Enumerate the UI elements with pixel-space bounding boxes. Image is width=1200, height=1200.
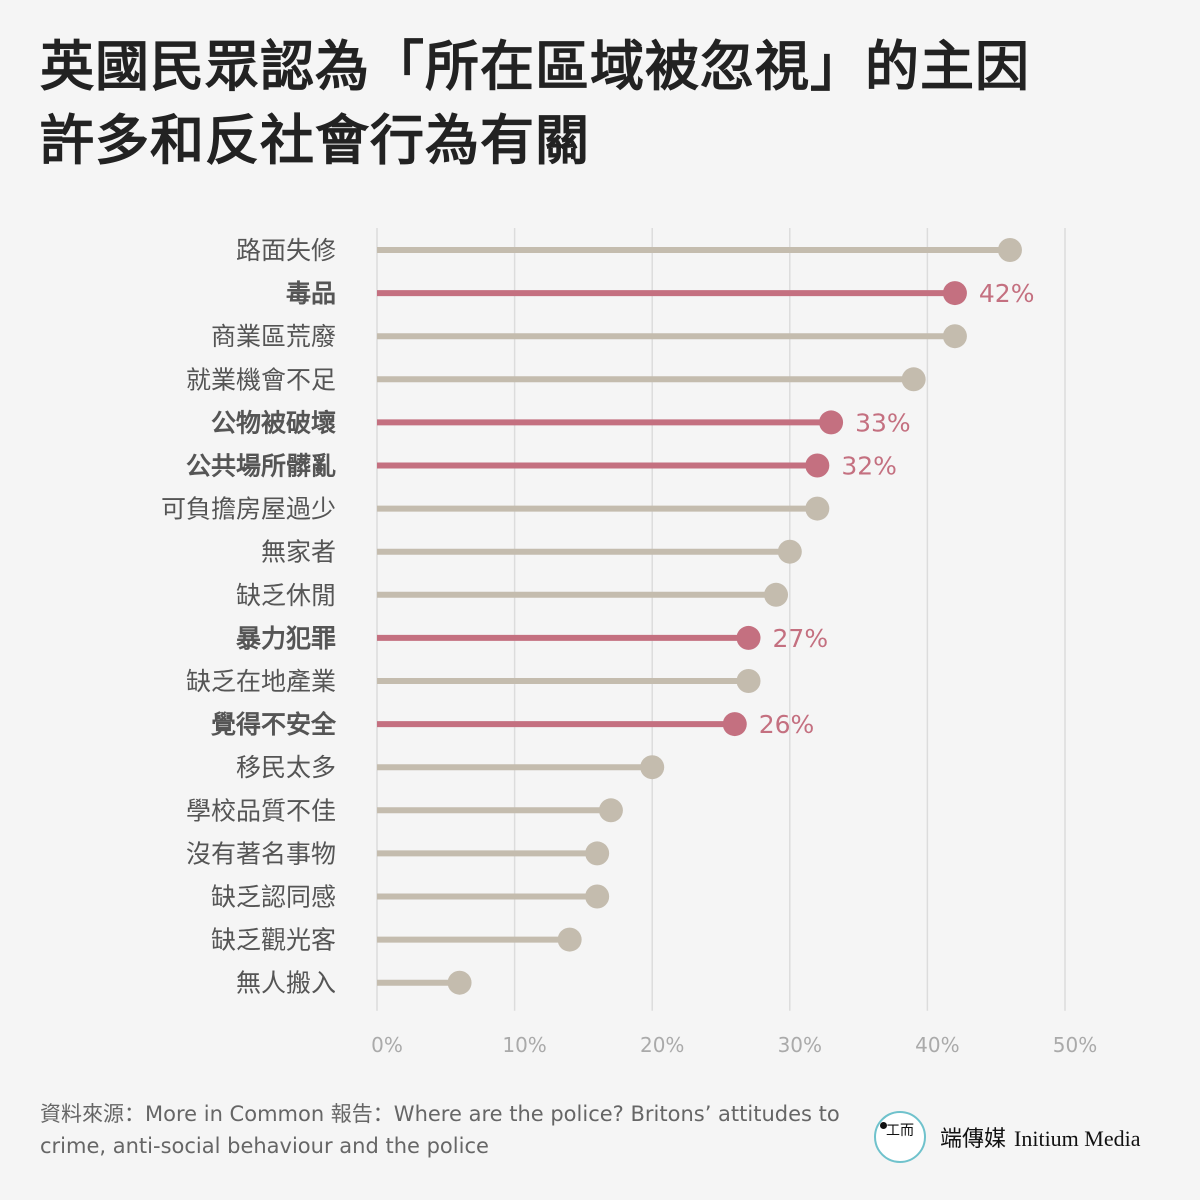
lollipop-dot: [585, 884, 610, 909]
category-label: 公物被破壞: [211, 408, 336, 437]
lollipop-dot: [640, 755, 665, 780]
lollipop-dot: [722, 712, 747, 737]
x-tick-label: 30%: [778, 1033, 822, 1057]
category-label: 暴力犯罪: [236, 624, 336, 653]
brand-name: 端傳媒 Initium Media: [940, 1121, 1141, 1153]
lollipop-dot: [598, 798, 623, 823]
lollipop-dot: [805, 496, 830, 521]
brand[interactable]: 工而 端傳媒 Initium Media: [874, 1108, 1141, 1166]
category-label: 缺乏認同感: [211, 883, 336, 912]
category-label: 缺乏休閒: [236, 581, 336, 610]
value-label: 26%: [759, 710, 815, 739]
brand-name-zh: 端傳媒: [940, 1127, 1007, 1152]
initium-logo-icon: 工而: [874, 1111, 926, 1163]
title-line-2: 許多和反社會行為有關: [40, 109, 590, 172]
category-label: 路面失修: [236, 236, 336, 265]
category-label: 無人搬入: [236, 969, 336, 998]
lollipop-dot: [942, 324, 967, 349]
value-label: 27%: [773, 624, 829, 653]
chart-title: 英國民眾認為「所在區域被忽視」的主因 許多和反社會行為有關: [40, 30, 1160, 178]
category-label: 公共場所髒亂: [186, 452, 336, 481]
category-label: 無家者: [261, 538, 336, 567]
category-label: 學校品質不佳: [186, 796, 336, 825]
lollipop-dot: [777, 539, 802, 564]
category-label: 沒有著名事物: [186, 839, 336, 868]
lollipop-dot: [736, 669, 761, 693]
lollipop-dot: [819, 410, 844, 435]
lollipop-dot: [764, 582, 789, 607]
category-label: 缺乏在地產業: [186, 667, 336, 696]
category-label: 毒品: [286, 279, 336, 308]
lollipop-dot: [447, 970, 472, 995]
brand-name-en: Initium Media: [1014, 1126, 1141, 1151]
lollipop-dot: [557, 927, 582, 952]
category-label: 移民太多: [236, 753, 336, 782]
category-label: 就業機會不足: [186, 365, 336, 394]
lollipop-dot: [585, 841, 610, 866]
lollipop-dot: [997, 238, 1022, 262]
x-tick-label: 0%: [371, 1033, 403, 1057]
source-note: 資料來源：More in Common 報告：Where are the pol…: [40, 1102, 840, 1158]
category-label: 覺得不安全: [211, 710, 337, 739]
lollipop-dot: [901, 367, 926, 392]
value-label: 32%: [841, 452, 897, 481]
value-label: 33%: [855, 408, 911, 437]
lollipop-dot: [942, 281, 967, 306]
x-tick-label: 10%: [502, 1033, 546, 1057]
x-tick-label: 20%: [640, 1033, 684, 1057]
lollipop-dot: [736, 625, 761, 650]
x-tick-label: 50%: [1053, 1033, 1097, 1057]
category-label: 缺乏觀光客: [211, 926, 336, 955]
x-tick-label: 40%: [915, 1033, 959, 1057]
value-label: 42%: [979, 279, 1035, 308]
title-line-1: 英國民眾認為「所在區域被忽視」的主因: [40, 35, 1030, 98]
lollipop-dot: [805, 453, 830, 478]
category-label: 商業區荒廢: [211, 322, 336, 351]
category-label: 可負擔房屋過少: [161, 495, 336, 524]
